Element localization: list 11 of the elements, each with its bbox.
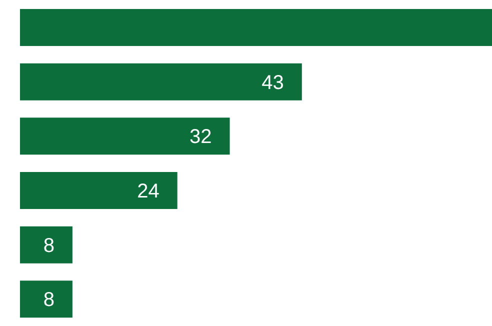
data-label: 8	[43, 234, 54, 257]
bar	[20, 172, 178, 209]
bar	[20, 63, 302, 100]
bar	[20, 9, 492, 46]
bar	[20, 226, 72, 264]
data-label: 8	[43, 289, 54, 312]
data-label: 24	[137, 180, 160, 202]
bar	[20, 280, 72, 318]
data-label: 32	[190, 126, 212, 148]
bar	[20, 118, 230, 155]
data-label: 43	[262, 72, 284, 94]
